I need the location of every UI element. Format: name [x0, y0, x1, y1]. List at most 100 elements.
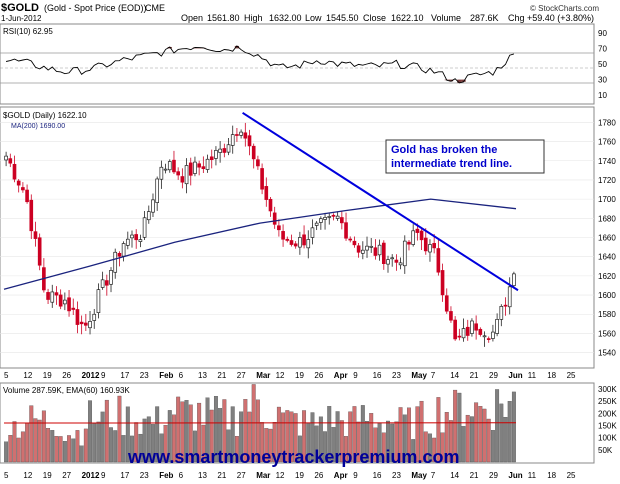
candle-body [100, 279, 105, 288]
volume-bar [394, 421, 399, 463]
volume-bar [138, 433, 143, 463]
candle-body [470, 320, 474, 334]
date-tick-label: 29 [489, 371, 498, 380]
candle-body [226, 144, 231, 153]
volume-bar [234, 436, 239, 463]
candle-body [373, 247, 378, 256]
candle-body [507, 286, 512, 308]
candle-body [29, 199, 34, 232]
date-tick-label: 5 [4, 471, 9, 480]
candle-body [50, 291, 55, 303]
date-tick-label: 26 [314, 471, 323, 480]
volume-bar [117, 395, 122, 463]
candle-body [277, 225, 281, 231]
candle-body [440, 270, 445, 296]
rsi-line [6, 45, 515, 84]
date-tick-label: Jun [508, 371, 522, 380]
candle-body [486, 338, 491, 340]
quote-high: 1632.00 [269, 13, 302, 23]
candle-body [88, 321, 92, 329]
candle-body [411, 230, 415, 245]
volume-bar [323, 431, 327, 463]
date-tick-label: Feb [159, 471, 173, 480]
volume-bar [428, 433, 432, 463]
candle-body [201, 166, 206, 170]
volume-bar [436, 397, 441, 463]
candle-body [4, 155, 8, 161]
volume-bar [331, 427, 336, 463]
date-tick-label: 23 [392, 471, 401, 480]
candle-body [235, 134, 239, 136]
volume-bar [180, 401, 185, 463]
candle-body [163, 168, 168, 171]
bottom-axis: 5 12 19 27 2012 9 17 23 Feb 6 13 21 27 Mar 12 19 26 Apr 9 1… [4, 471, 576, 480]
candle-body [79, 321, 84, 325]
volume-bar [20, 431, 25, 463]
candle-body [260, 168, 264, 190]
rsi-tick-label: 90 [598, 29, 607, 38]
candle-body [180, 176, 185, 183]
quote-volume: 287.6K [470, 13, 499, 23]
volume-bar [314, 425, 319, 463]
volume-bar [121, 435, 126, 463]
date-tick-label: 17 [120, 471, 129, 480]
candle-body [184, 165, 189, 185]
candle-body [63, 299, 67, 305]
volume-bar [461, 426, 466, 463]
quote-low: 1545.50 [326, 13, 359, 23]
candle-body [146, 211, 151, 221]
volume-bar [146, 416, 151, 463]
volume-bars [4, 384, 516, 463]
candle-body [369, 245, 374, 248]
volume-bar [33, 418, 38, 463]
volume-bar [386, 420, 390, 463]
candle-body [25, 189, 29, 203]
exchange-label: CME [145, 3, 165, 13]
rsi-panel: RSI(10) 62.95 90 70 50 30 10 [0, 23, 607, 105]
candle-body [289, 240, 294, 245]
candle-body [319, 218, 323, 223]
candle-body [46, 292, 50, 300]
symbol-title: $GOLD [1, 2, 39, 14]
candle-body [390, 257, 395, 260]
date-tick-label: Feb [159, 371, 173, 380]
volume-bar [243, 399, 248, 463]
candle-body [293, 243, 298, 247]
candle-body [335, 215, 340, 219]
candle-body [71, 307, 76, 310]
quote-high-label: High [244, 13, 263, 23]
volume-bar [184, 400, 189, 463]
date-tick-label: 14 [450, 471, 459, 480]
volume-bar [264, 428, 269, 463]
candle-body [197, 163, 201, 168]
candle-body [167, 161, 172, 171]
date-tick-label: 18 [547, 371, 556, 380]
volume-tick-label: 50K [598, 446, 613, 455]
price-tick-label: 1620 [598, 272, 616, 281]
candle-body [482, 335, 487, 338]
date-tick-label: 23 [140, 371, 149, 380]
candle-body [151, 199, 155, 213]
candle-body [209, 156, 214, 160]
candle-body [176, 171, 180, 176]
volume-bar [213, 396, 218, 463]
price-tick-label: 1640 [598, 253, 616, 262]
date-tick-label: 12 [23, 371, 32, 380]
candle-body [327, 216, 332, 218]
price-panel: 1780 1760 1740 1720 1700 1680 1660 1640 1620 1600… [0, 106, 616, 369]
candle-body [365, 245, 369, 251]
volume-bar [16, 437, 21, 463]
volume-legend: Volume 287.59K, EMA(60) 160.93K [3, 386, 130, 395]
volume-bar [423, 431, 428, 463]
candle-body [8, 158, 13, 164]
volume-bar [285, 410, 290, 463]
volume-bar [499, 403, 504, 463]
candle-body [449, 311, 453, 321]
volume-bar [440, 432, 445, 463]
date-tick-label: 23 [392, 371, 401, 380]
date-tick-label: 19 [43, 371, 52, 380]
volume-bar [327, 406, 332, 463]
volume-bar [104, 399, 109, 463]
volume-bar [360, 405, 365, 463]
